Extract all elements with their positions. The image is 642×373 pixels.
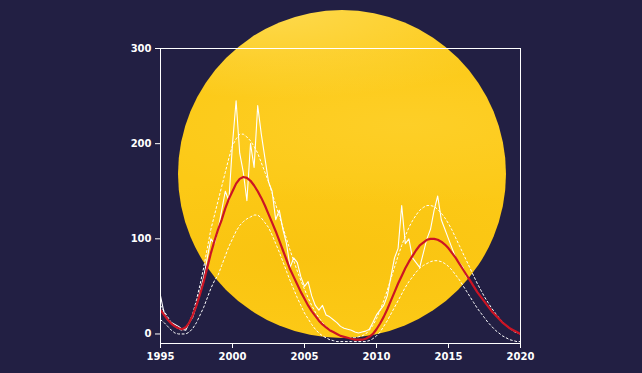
svg-text:1995: 1995: [147, 351, 175, 362]
svg-text:2005: 2005: [291, 351, 319, 362]
svg-text:300: 300: [131, 43, 152, 54]
svg-text:100: 100: [131, 233, 152, 244]
svg-text:2010: 2010: [363, 351, 391, 362]
svg-text:2020: 2020: [507, 351, 535, 362]
svg-text:0: 0: [145, 328, 152, 339]
svg-text:200: 200: [131, 138, 152, 149]
svg-text:2015: 2015: [435, 351, 463, 362]
svg-text:2000: 2000: [219, 351, 247, 362]
